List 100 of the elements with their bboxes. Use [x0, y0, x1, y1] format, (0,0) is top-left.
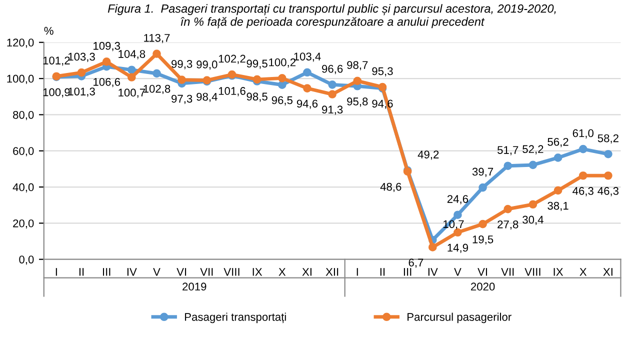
data-label: 98,7 [347, 61, 368, 70]
y-tick-label: 40,0 [12, 183, 34, 192]
data-label: 91,3 [322, 106, 343, 115]
data-label: 101,6 [218, 87, 246, 96]
point [604, 150, 612, 158]
data-label: 52,2 [522, 145, 544, 154]
chart-title: Figura 1. Pasageri transportați cu transportul public și parcursul acestora, 2019-2020, în % față de perioada corespunzătoare a anului precedent [108, 4, 556, 28]
data-label: 58,2 [598, 134, 618, 144]
x-tick-label: X [278, 268, 286, 276]
data-label: 95,8 [347, 98, 368, 107]
data-label: 102,2 [218, 54, 246, 64]
point [428, 243, 437, 252]
data-label: 48,6 [380, 182, 402, 192]
legend-label: Pasageri transportați [185, 312, 286, 324]
data-label: 102,8 [144, 84, 170, 94]
x-tick-label: V [153, 268, 160, 276]
x-tick-label: IV [428, 268, 438, 276]
text: 2020 [470, 282, 495, 291]
point [454, 210, 462, 220]
data-label: 103,4 [294, 52, 321, 62]
x-tick-label: XI [302, 268, 312, 276]
data-label: 101,3 [68, 88, 95, 97]
point [303, 68, 312, 77]
data-label: 100,2 [269, 58, 296, 68]
point [554, 154, 562, 162]
x-tick-label: II [79, 268, 84, 276]
x-tick-label: II [380, 268, 385, 276]
y-tick-label: 0,0 [19, 256, 34, 265]
data-label: 103,3 [68, 52, 95, 62]
x-tick-label: VII [200, 268, 213, 276]
point [328, 80, 336, 89]
data-label: 109,3 [94, 42, 120, 52]
y-axis-title: % [44, 26, 54, 35]
data-label: 104,8 [118, 50, 146, 60]
data-label: 99,0 [196, 60, 218, 70]
point [353, 76, 362, 86]
x-tick-label: VII [501, 268, 514, 276]
x-tick-label: I [356, 268, 358, 276]
y-tick-label: 60,0 [13, 147, 34, 156]
point [303, 84, 312, 92]
x-tick-label: XII [326, 268, 338, 276]
x-tick-label: VI [176, 268, 186, 276]
y-tick-label: 80,0 [13, 110, 34, 120]
x-tick-label: VIII [224, 268, 240, 276]
data-label: 98,5 [246, 92, 268, 102]
data-label: 30,4 [522, 216, 544, 225]
point [554, 186, 562, 195]
data-label: 95,3 [372, 67, 393, 76]
x-tick-label: IV [127, 268, 137, 276]
x-tick-label: V [454, 268, 462, 276]
x-tick-label: III [404, 268, 412, 276]
data-label: 99,3 [172, 60, 192, 70]
data-label: 99,5 [246, 60, 268, 69]
point [102, 58, 111, 66]
data-label: 14,9 [448, 244, 468, 253]
data-label: 27,8 [498, 220, 518, 230]
point [578, 171, 588, 180]
point [478, 220, 487, 228]
y-tick-label: 100,0 [7, 74, 34, 84]
data-label: 61,0 [572, 129, 594, 138]
y-tick-label: 20,0 [13, 219, 34, 229]
data-label: 113,7 [144, 34, 170, 44]
x-tick-label: IX [252, 268, 262, 276]
point [278, 80, 286, 90]
point [478, 183, 487, 192]
data-label: 38,1 [548, 202, 568, 212]
point [528, 200, 538, 209]
data-label: 106,6 [94, 78, 120, 88]
point [528, 160, 538, 170]
x-tick-label: IX [554, 268, 564, 276]
data-label: 24,6 [447, 195, 468, 204]
data-label: 96,5 [272, 96, 292, 106]
data-label: 19,5 [472, 235, 494, 245]
point [578, 144, 588, 154]
x-tick-label: XI [603, 268, 612, 276]
point [278, 74, 286, 82]
x-tick-label: VIII [524, 268, 540, 276]
point [152, 69, 161, 78]
text: 2019 [182, 282, 206, 291]
y-tick-label: 120,0 [7, 38, 34, 48]
data-label: 98,4 [196, 92, 218, 102]
x-tick-label: X [580, 268, 587, 276]
data-label: 96,6 [322, 64, 343, 74]
data-label: 46,3 [572, 187, 594, 196]
legend-label: Parcursul pasagerilor [408, 312, 512, 324]
x-tick-label: VI [478, 268, 488, 276]
x-tick-label: III [102, 268, 110, 276]
data-label: 56,2 [548, 138, 568, 148]
data-label: 51,7 [498, 146, 518, 156]
data-label: 6,7 [408, 258, 424, 268]
data-label: 49,2 [418, 150, 439, 160]
data-label: 46,3 [598, 187, 619, 196]
data-label: 100,7 [118, 88, 146, 98]
point [152, 50, 161, 58]
data-label: 39,7 [472, 168, 494, 177]
point [328, 90, 336, 98]
point [604, 171, 612, 180]
point [128, 73, 136, 82]
point [504, 162, 512, 170]
data-label: 101,2 [43, 56, 70, 66]
